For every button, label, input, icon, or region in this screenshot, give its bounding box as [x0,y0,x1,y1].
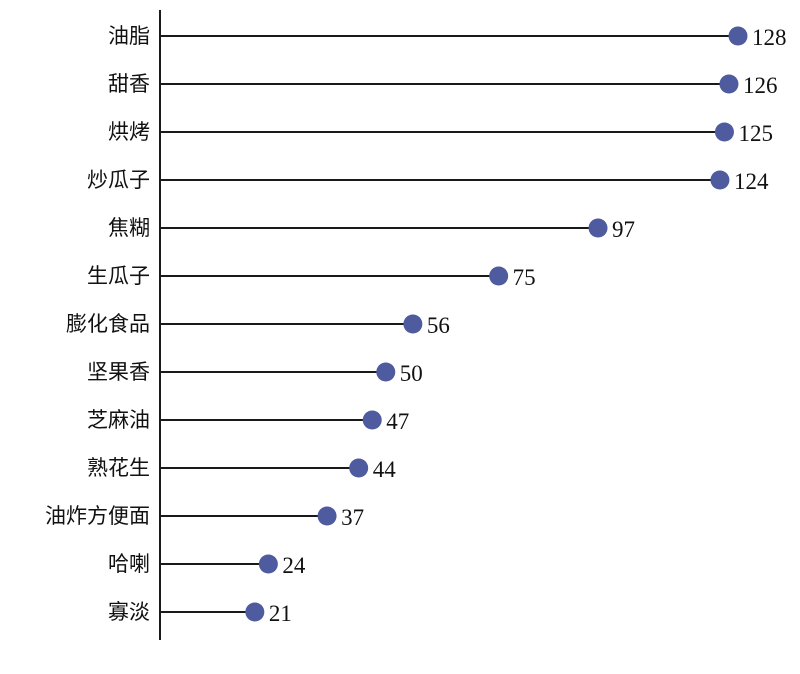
category-label: 油脂 [108,24,150,48]
lollipop-marker [245,602,265,622]
lollipop-marker [714,122,734,142]
category-label: 生瓜子 [87,264,150,288]
lollipop-marker [728,26,748,46]
category-label: 寡淡 [108,600,150,624]
lollipop-marker [376,362,396,382]
data-label: 126 [743,73,778,98]
lollipop-marker [258,554,278,574]
data-label: 124 [734,169,769,194]
category-label: 芝麻油 [87,408,150,432]
lollipop-marker [317,506,337,526]
data-label: 37 [341,505,364,530]
data-label: 75 [513,265,536,290]
lollipop-marker [719,74,739,94]
data-label: 97 [612,217,635,242]
category-label: 坚果香 [87,360,150,384]
category-label: 膨化食品 [66,312,150,336]
category-label: 炒瓜子 [87,168,150,192]
lollipop-marker [489,266,509,286]
category-label: 甜香 [108,72,150,96]
lollipop-marker [362,410,382,430]
lollipop-marker [349,458,369,478]
category-label: 油炸方便面 [45,504,150,528]
lollipop-marker [403,314,423,334]
data-label: 56 [427,313,450,338]
data-label: 128 [752,25,787,50]
data-label: 125 [738,121,773,146]
lollipop-marker [710,170,730,190]
lollipop-marker [588,218,608,238]
category-label: 哈喇 [108,552,150,576]
data-label: 47 [386,409,409,434]
category-label: 烘烤 [108,120,150,144]
category-label: 熟花生 [87,456,150,480]
data-label: 44 [373,457,397,482]
category-label: 焦糊 [108,216,150,240]
data-label: 50 [400,361,423,386]
data-label: 21 [269,601,292,626]
data-label: 24 [282,553,306,578]
